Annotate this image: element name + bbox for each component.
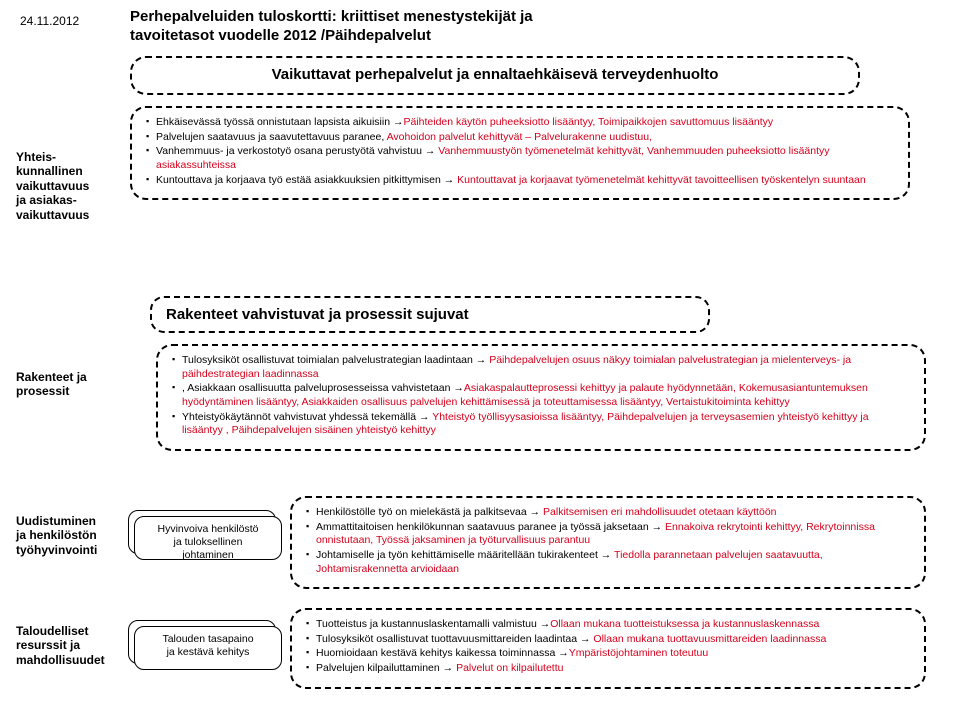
subtitle-box: Vaikuttavat perhepalvelut ja ennaltaehkä… bbox=[130, 56, 860, 95]
panel-processes: Tulosyksiköt osallistuvat toimialan palv… bbox=[156, 344, 926, 451]
section-label-finance: Taloudelliset resurssit ja mahdollisuude… bbox=[16, 624, 126, 667]
bullet-item: Ehkäisevässä työssä onnistutaan lapsista… bbox=[146, 116, 894, 130]
bullet-item: Kuntouttava ja korjaava työ estää asiakk… bbox=[146, 174, 894, 188]
bullet-item: Johtamiselle ja työn kehittämiselle määr… bbox=[306, 549, 910, 576]
bullet-list: Tuotteistus ja kustannuslaskentamalli va… bbox=[306, 618, 910, 676]
page-title: Perhepalveluiden tuloskortti: kriittiset… bbox=[130, 8, 830, 46]
bullet-item: Tuotteistus ja kustannuslaskentamalli va… bbox=[306, 618, 910, 632]
bullet-item: Vanhemmuus- ja verkostotyö osana perusty… bbox=[146, 145, 894, 172]
panel-finance: Tuotteistus ja kustannuslaskentamalli va… bbox=[290, 608, 926, 689]
bullet-item: Ammattitaitoisen henkilökunnan saatavuus… bbox=[306, 521, 910, 548]
pill-front: Talouden tasapaino ja kestävä kehitys bbox=[134, 626, 282, 670]
bullet-item: Tulosyksiköt osallistuvat tuottavuusmitt… bbox=[306, 633, 910, 647]
title-line: Perhepalveluiden tuloskortti: kriittiset… bbox=[130, 8, 830, 27]
section-label-processes: Rakenteet ja prosessit bbox=[16, 370, 126, 399]
bullet-item: Henkilöstölle työ on mielekästä ja palki… bbox=[306, 506, 910, 520]
section-label-hr: Uudistuminen ja henkilöstön työhyvinvoin… bbox=[16, 514, 126, 557]
bullet-item: Tulosyksiköt osallistuvat toimialan palv… bbox=[172, 354, 910, 381]
bullet-item: Palvelujen saatavuus ja saavutettavuus p… bbox=[146, 131, 894, 145]
bullet-list: Henkilöstölle työ on mielekästä ja palki… bbox=[306, 506, 910, 576]
bullet-item: Yhteistyökäytännöt vahvistuvat yhdessä t… bbox=[172, 411, 910, 438]
date-text: 24.11.2012 bbox=[20, 14, 79, 28]
bullet-item: Palvelujen kilpailuttaminen → Palvelut o… bbox=[306, 662, 910, 676]
bullet-list: Tulosyksiköt osallistuvat toimialan palv… bbox=[172, 354, 910, 438]
bullet-item: Huomioidaan kestävä kehitys kaikessa toi… bbox=[306, 647, 910, 661]
pill-front: Hyvinvoiva henkilöstö ja tuloksellinen j… bbox=[134, 516, 282, 560]
subtitle-text: Vaikuttavat perhepalvelut ja ennaltaehkä… bbox=[146, 66, 844, 83]
section-header-text: Rakenteet vahvistuvat ja prosessit sujuv… bbox=[166, 306, 694, 323]
panel-impact: Ehkäisevässä työssä onnistutaan lapsista… bbox=[130, 106, 910, 200]
panel-hr: Henkilöstölle työ on mielekästä ja palki… bbox=[290, 496, 926, 589]
bullet-list: Ehkäisevässä työssä onnistutaan lapsista… bbox=[146, 116, 894, 187]
bullet-item: , Asiakkaan osallisuutta palveluprosesse… bbox=[172, 382, 910, 409]
section-label-impact: Yhteis- kunnallinen vaikuttavuus ja asia… bbox=[16, 150, 126, 222]
title-line: tavoitetasot vuodelle 2012 /Päihdepalvel… bbox=[130, 27, 830, 46]
section-header-box: Rakenteet vahvistuvat ja prosessit sujuv… bbox=[150, 296, 710, 333]
